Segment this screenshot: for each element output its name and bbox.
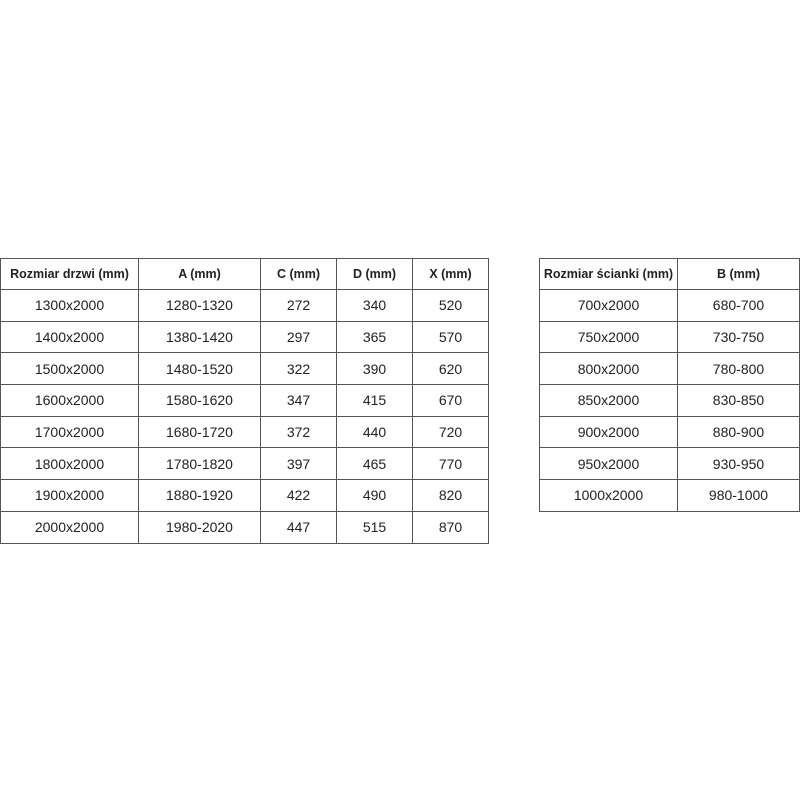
header-row: Rozmiar drzwi (mm) A (mm) C (mm) D (mm) X (m… [0, 258, 489, 290]
table-cell: 570 [412, 320, 489, 354]
table-cell: 750x2000 [539, 320, 678, 354]
table-cell: 1700x2000 [0, 415, 139, 449]
table-cell: 1600x2000 [0, 384, 139, 417]
table-row: 1400x2000 1380-1420 297 365 570 [0, 320, 489, 354]
table-cell: 365 [336, 320, 413, 354]
table-cell: 465 [336, 447, 413, 481]
table-cell: 1580-1620 [138, 384, 261, 417]
column-header: X (mm) [412, 258, 489, 290]
table-cell: 1680-1720 [138, 415, 261, 449]
table-row: 1900x2000 1880-1920 422 490 820 [0, 479, 489, 512]
table-row: 1000x2000 980-1000 [539, 479, 800, 512]
table-cell: 2000x2000 [0, 510, 139, 544]
table-row: 1800x2000 1780-1820 397 465 770 [0, 447, 489, 481]
table-cell: 322 [260, 352, 337, 386]
table-cell: 1900x2000 [0, 479, 139, 512]
table-cell: 440 [336, 415, 413, 449]
table-cell: 297 [260, 320, 337, 354]
table-cell: 950x2000 [539, 447, 678, 481]
table-cell: 490 [336, 479, 413, 512]
table-row: 2000x2000 1980-2020 447 515 870 [0, 510, 489, 544]
table-cell: 1400x2000 [0, 320, 139, 354]
table-cell: 830-850 [677, 384, 800, 417]
table-cell: 720 [412, 415, 489, 449]
table-cell: 880-900 [677, 415, 800, 449]
table-cell: 1500x2000 [0, 352, 139, 386]
column-header: B (mm) [677, 258, 800, 290]
table-cell: 1980-2020 [138, 510, 261, 544]
table-cell: 415 [336, 384, 413, 417]
table-cell: 980-1000 [677, 479, 800, 512]
table-cell: 700x2000 [539, 289, 678, 322]
table-row: 750x2000 730-750 [539, 320, 800, 354]
column-header: D (mm) [336, 258, 413, 290]
header-row: Rozmiar ścianki (mm) B (mm) [539, 258, 800, 290]
table-cell: 770 [412, 447, 489, 481]
table-row: 1300x2000 1280-1320 272 340 520 [0, 289, 489, 322]
column-header: Rozmiar ścianki (mm) [539, 258, 678, 290]
table-cell: 1880-1920 [138, 479, 261, 512]
table-cell: 1000x2000 [539, 479, 678, 512]
table-cell: 870 [412, 510, 489, 544]
table-cell: 620 [412, 352, 489, 386]
table-cell: 850x2000 [539, 384, 678, 417]
table-cell: 1480-1520 [138, 352, 261, 386]
table-cell: 930-950 [677, 447, 800, 481]
table-cell: 390 [336, 352, 413, 386]
door-size-table: Rozmiar drzwi (mm) A (mm) C (mm) D (mm) X (m… [0, 258, 489, 544]
table-cell: 422 [260, 479, 337, 512]
table-row: 900x2000 880-900 [539, 415, 800, 449]
table-cell: 900x2000 [539, 415, 678, 449]
table-row: 1600x2000 1580-1620 347 415 670 [0, 384, 489, 417]
table-cell: 1800x2000 [0, 447, 139, 481]
table-cell: 1300x2000 [0, 289, 139, 322]
column-header: A (mm) [138, 258, 261, 290]
table-cell: 780-800 [677, 352, 800, 386]
table-cell: 680-700 [677, 289, 800, 322]
table-cell: 272 [260, 289, 337, 322]
table-cell: 372 [260, 415, 337, 449]
table-cell: 520 [412, 289, 489, 322]
table-cell: 340 [336, 289, 413, 322]
table-cell: 800x2000 [539, 352, 678, 386]
wall-size-table: Rozmiar ścianki (mm) B (mm) 700x2000 680-7… [539, 258, 800, 512]
table-row: 1700x2000 1680-1720 372 440 720 [0, 415, 489, 449]
table-row: 950x2000 930-950 [539, 447, 800, 481]
table-cell: 397 [260, 447, 337, 481]
table-row: 1500x2000 1480-1520 322 390 620 [0, 352, 489, 386]
table-row: 700x2000 680-700 [539, 289, 800, 322]
table-row: 850x2000 830-850 [539, 384, 800, 417]
table-cell: 730-750 [677, 320, 800, 354]
table-row: 800x2000 780-800 [539, 352, 800, 386]
table-cell: 347 [260, 384, 337, 417]
column-header: C (mm) [260, 258, 337, 290]
table-cell: 670 [412, 384, 489, 417]
table-cell: 1280-1320 [138, 289, 261, 322]
table-cell: 820 [412, 479, 489, 512]
column-header: Rozmiar drzwi (mm) [0, 258, 139, 290]
table-cell: 1380-1420 [138, 320, 261, 354]
table-cell: 515 [336, 510, 413, 544]
table-cell: 447 [260, 510, 337, 544]
table-cell: 1780-1820 [138, 447, 261, 481]
